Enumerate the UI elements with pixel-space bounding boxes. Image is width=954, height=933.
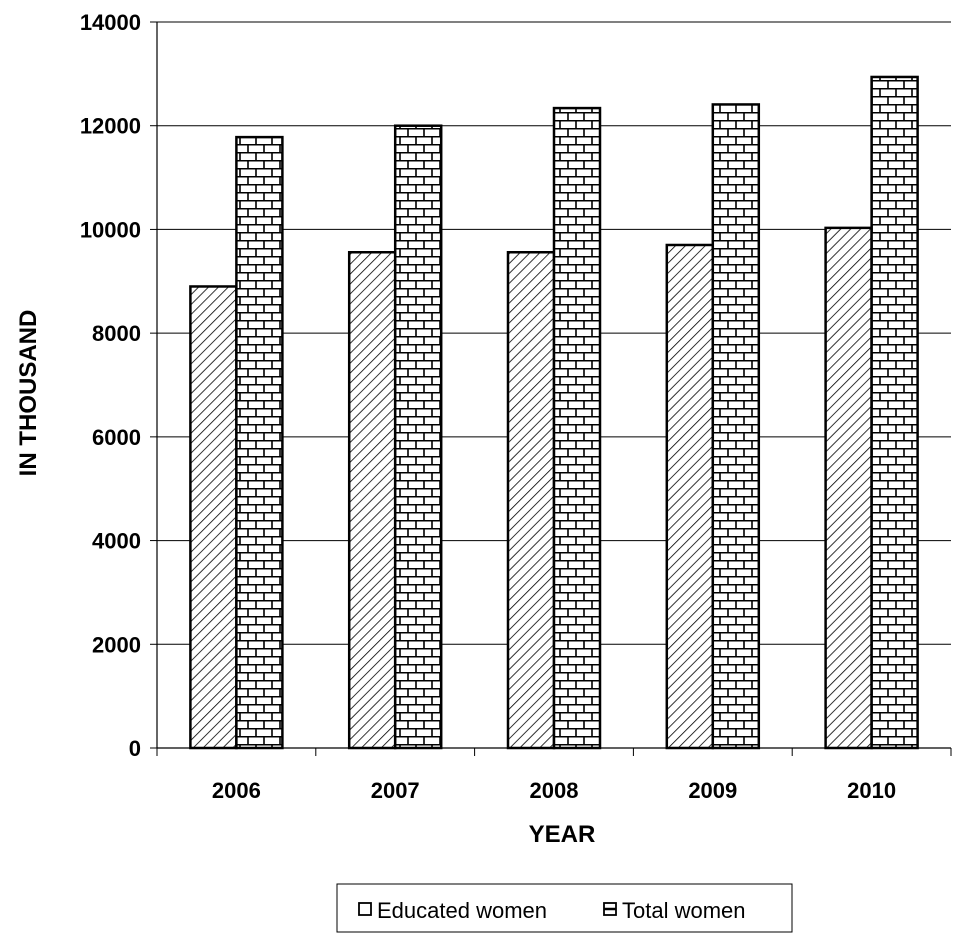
y-tick-label: 14000 bbox=[80, 10, 141, 35]
y-axis-title: IN THOUSAND bbox=[15, 310, 42, 477]
bar-educated-women-2009 bbox=[665, 243, 715, 750]
y-tick-label: 8000 bbox=[92, 321, 141, 346]
legend-label-total-women: Total women bbox=[622, 898, 746, 923]
x-tick-label: 2009 bbox=[688, 778, 737, 803]
legend-label-educated-women: Educated women bbox=[377, 898, 547, 923]
y-tick-label: 4000 bbox=[92, 529, 141, 554]
bar-educated-women-2006 bbox=[189, 285, 238, 750]
x-tick-label: 2006 bbox=[212, 778, 261, 803]
legend-box bbox=[336, 883, 793, 933]
bar-educated-women-2007 bbox=[347, 250, 397, 750]
axes bbox=[150, 21, 952, 756]
bar-educated-women-2008 bbox=[506, 250, 556, 750]
y-tick-label: 6000 bbox=[92, 425, 141, 450]
y-tick-label: 0 bbox=[129, 736, 141, 761]
y-tick-label: 10000 bbox=[80, 217, 141, 242]
bar-total-women-2009 bbox=[711, 103, 761, 750]
x-axis-title: YEAR bbox=[529, 821, 596, 848]
bar-total-women-2006 bbox=[235, 135, 284, 750]
y-tick-labels: 0 2000 4000 6000 8000 10000 12000 14000 bbox=[80, 10, 141, 761]
bar-total-women-2010 bbox=[870, 75, 919, 750]
legend: Educated women Total women bbox=[336, 883, 793, 933]
bar-total-women-2008 bbox=[552, 106, 602, 750]
bars bbox=[189, 75, 919, 750]
y-tick-label: 12000 bbox=[80, 114, 141, 139]
bar-educated-women-2010 bbox=[824, 226, 873, 750]
y-tick-label: 2000 bbox=[92, 632, 141, 657]
x-tick-label: 2007 bbox=[371, 778, 420, 803]
x-tick-label: 2010 bbox=[847, 778, 896, 803]
x-tick-labels: 2006 2007 2008 2009 2010 bbox=[212, 778, 896, 803]
bar-total-women-2007 bbox=[393, 124, 443, 750]
legend-swatch-educated-women bbox=[358, 902, 372, 916]
x-tick-label: 2008 bbox=[530, 778, 579, 803]
